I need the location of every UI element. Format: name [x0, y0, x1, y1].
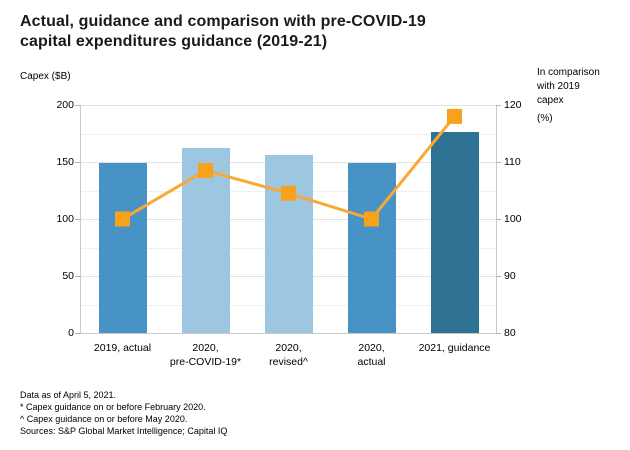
right-axis-title-line-3: capex — [537, 95, 564, 106]
y-axis-tick-label-right: 90 — [504, 270, 516, 282]
y-axis-tick-label-left: 0 — [68, 327, 74, 339]
chart-title-line-2: capital expenditures guidance (2019-21) — [20, 33, 328, 50]
x-category-label-line: 2020, — [275, 342, 302, 354]
axis-tickmark-right — [496, 276, 501, 277]
chart-title: Actual, guidance and comparison with pre… — [20, 12, 480, 52]
line-path — [121, 115, 456, 221]
axis-tickmark-right — [496, 333, 501, 334]
y-axis-tick-label-right: 120 — [504, 99, 522, 111]
footnote-data-as-of: Data as of April 5, 2021. — [20, 390, 117, 400]
y-axis-tick-label-left: 200 — [56, 99, 74, 111]
line-marker — [198, 163, 213, 178]
line-marker — [364, 211, 379, 227]
axis-tickmark-left — [75, 276, 80, 277]
bar — [347, 163, 396, 333]
x-category-label-line: pre-COVID-19* — [169, 355, 242, 368]
chart-title-line-1: Actual, guidance and comparison with pre… — [20, 13, 426, 30]
footnote-caret: ^ Capex guidance on or before May 2020. — [20, 414, 188, 424]
x-category-label-line: 2019, actual — [93, 342, 152, 354]
footnotes: Data as of April 5, 2021. * Capex guidan… — [20, 389, 227, 437]
line-marker — [115, 211, 130, 227]
x-category-label: 2019, actual — [73, 342, 173, 356]
axis-tickmark-right — [496, 219, 501, 220]
axis-tickmark-right — [496, 105, 501, 106]
y-axis-tick-label-right: 80 — [504, 327, 516, 339]
axis-tickmark-left — [75, 219, 80, 220]
axis-tickmark-left — [75, 162, 80, 163]
y-axis-tick-label-left: 100 — [56, 213, 74, 225]
x-category-label-line: 2020, — [358, 342, 385, 354]
x-category-label-line: actual — [357, 355, 386, 368]
gridline — [81, 105, 496, 106]
right-axis-title-line-2: with 2019 — [537, 81, 580, 92]
line-series — [115, 108, 462, 227]
x-category-label: 2020, pre-COVID-19* — [156, 342, 256, 369]
plot-area: 200 150 100 50 0 120 110 100 90 80 2019, actual 202… — [56, 99, 521, 368]
right-axis-title-line-4: (%) — [537, 113, 553, 124]
y-axis-tick-label-right: 100 — [504, 213, 522, 225]
axis-tickmark-left — [75, 333, 80, 334]
axis-tickmark-left — [75, 105, 80, 106]
axis-tickmark-right — [496, 162, 501, 163]
x-category-label-line: 2020, — [192, 342, 219, 354]
x-category-label-line: 2021, guidance — [418, 342, 491, 354]
footnote-asterisk: * Capex guidance on or before February 2… — [20, 402, 206, 412]
x-category-label: 2021, guidance — [405, 342, 505, 356]
line-marker — [281, 185, 296, 201]
line-marker — [447, 108, 462, 124]
gridline — [81, 133, 496, 135]
right-axis-title-line-1: In comparison — [537, 67, 600, 78]
right-axis-title: In comparison with 2019 capex (%) — [537, 66, 622, 126]
x-category-label: 2020, revised^ — [239, 342, 339, 369]
y-axis-tick-label-left: 150 — [56, 156, 74, 168]
footnote-sources: Sources: S&P Global Market Intelligence;… — [20, 426, 228, 436]
bar — [430, 132, 479, 333]
bar — [264, 155, 313, 333]
x-category-label: 2020, actual — [322, 342, 422, 369]
y-axis-tick-label-left: 50 — [62, 270, 74, 282]
y-axis-tick-label-right: 110 — [504, 156, 521, 168]
x-category-label-line: revised^ — [269, 355, 308, 368]
left-axis-title: Capex ($B) — [20, 71, 71, 82]
bar — [98, 163, 147, 333]
